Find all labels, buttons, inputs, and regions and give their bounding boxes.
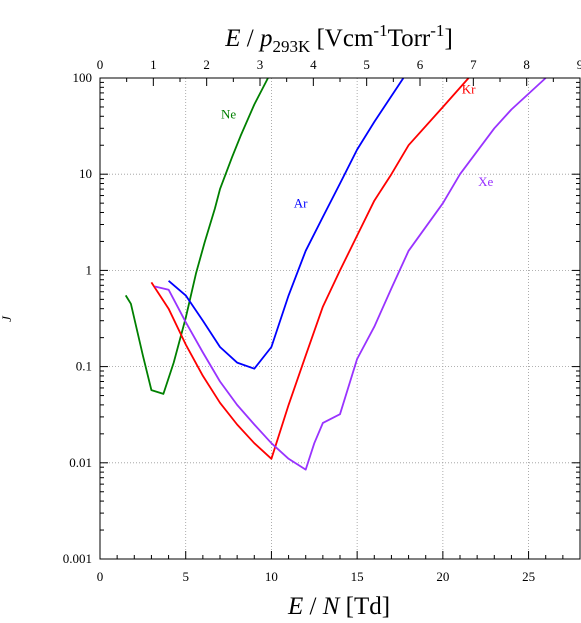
top-tick-label: 1 <box>150 57 157 72</box>
gridlines <box>100 78 580 559</box>
series-lines <box>124 77 547 471</box>
x-tick-label: 10 <box>265 569 278 584</box>
x-tick-label: 0 <box>97 569 104 584</box>
series-label-kr: Kr <box>462 82 476 97</box>
top-tick-label: 0 <box>97 57 104 72</box>
top-tick-label: 8 <box>523 57 530 72</box>
top-tick-label: 4 <box>310 57 317 72</box>
series-line-ne <box>124 77 269 395</box>
top-tick-label: 5 <box>363 57 370 72</box>
x-tick-label: 20 <box>436 569 449 584</box>
y-tick-label: 100 <box>73 70 93 85</box>
x-axis-title: E / N [Td] <box>287 593 390 620</box>
y-tick-label: 10 <box>79 166 92 181</box>
y-tick-label: 0.1 <box>76 359 92 374</box>
top-tick-label: 6 <box>417 57 424 72</box>
series-label-xe: Xe <box>478 174 493 189</box>
y-tick-label: 0.01 <box>69 455 92 470</box>
y-axis-title: J <box>0 315 14 322</box>
top-tick-label: 2 <box>203 57 210 72</box>
series-line-ar <box>168 77 405 370</box>
y-tick-label: 0.001 <box>63 551 92 566</box>
tick-labels: 0 5 10 15 20 25 0 1 2 3 4 5 6 7 8 9 0.001 0.01 0.1 1 10 100 Ne… <box>63 57 581 584</box>
series-line-kr <box>150 77 470 460</box>
top-axis-title: E / p293K [Vcm-1Torr-1] <box>224 21 453 56</box>
series-label-ne: Ne <box>221 106 236 121</box>
x-tick-label: 15 <box>351 569 364 584</box>
series-line-xe <box>154 77 547 471</box>
top-tick-label: 9 <box>577 57 581 72</box>
y-tick-label: 1 <box>86 262 93 277</box>
top-tick-label: 7 <box>470 57 477 72</box>
tick-marks <box>99 77 581 560</box>
top-tick-label: 3 <box>257 57 264 72</box>
series-label-ar: Ar <box>294 196 308 211</box>
plot-frame <box>99 77 581 560</box>
x-tick-label: 5 <box>182 569 189 584</box>
x-tick-label: 25 <box>522 569 535 584</box>
